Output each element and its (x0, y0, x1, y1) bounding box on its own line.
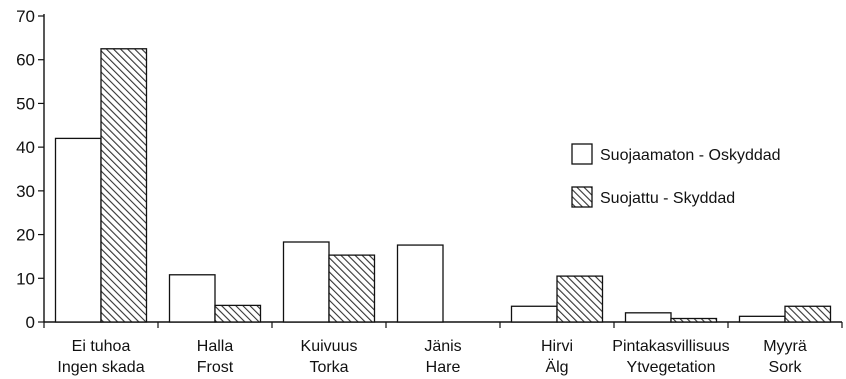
y-tick-label: 30 (16, 182, 35, 201)
category-label-sv: Ingen skada (57, 359, 144, 376)
y-tick-label: 60 (16, 51, 35, 70)
y-tick-label: 40 (16, 138, 35, 157)
bar-suojattu (100, 48, 148, 323)
y-tick-label: 70 (16, 7, 35, 26)
bar-suojattu (670, 317, 718, 323)
legend-swatch (571, 143, 593, 165)
category-label-fi: Hirvi (541, 338, 573, 355)
bar-suojattu (556, 275, 604, 323)
y-tick-label: 10 (16, 269, 35, 288)
legend-label: Suojattu - Skyddad (600, 190, 735, 207)
bar-suojattu (328, 254, 376, 323)
legend-swatch (571, 186, 593, 208)
category-label-fi: Kuivuus (301, 338, 358, 355)
y-tick-label: 20 (16, 226, 35, 245)
category-label-sv: Älg (545, 358, 568, 376)
bar-suojaamaton (54, 137, 102, 323)
bar-suojaamaton (396, 244, 444, 323)
category-label-fi: Myyrä (763, 338, 807, 355)
legend-label: Suojaamaton - Oskyddad (600, 147, 781, 164)
bar-suojattu (784, 305, 832, 323)
category-label-fi: Jänis (424, 338, 461, 355)
bar-suojaamaton (510, 305, 558, 323)
category-label-sv: Frost (197, 359, 234, 376)
category-label-sv: Torka (309, 359, 348, 376)
bar-suojaamaton (282, 241, 330, 323)
category-label-fi: Pintakasvillisuus (612, 338, 729, 355)
legend: Suojaamaton - Oskyddad Suojattu - Skyddad (571, 143, 781, 208)
bar-suojaamaton (168, 274, 216, 323)
y-tick-label: 0 (26, 313, 35, 332)
bar-suojaamaton (738, 315, 786, 323)
bar-suojattu (214, 304, 262, 323)
category-label-sv: Sork (769, 359, 803, 376)
category-label-fi: Ei tuhoa (72, 338, 131, 355)
category-label-sv: Hare (426, 359, 461, 376)
category-label-sv: Ytvegetation (627, 359, 716, 376)
category-label-fi: Halla (197, 338, 234, 355)
bar-suojaamaton (624, 312, 672, 323)
y-tick-label: 50 (16, 94, 35, 113)
category-labels: Ei tuhoa Ingen skada Halla Frost Kuivuus Tork… (57, 338, 806, 376)
bars (54, 48, 832, 323)
